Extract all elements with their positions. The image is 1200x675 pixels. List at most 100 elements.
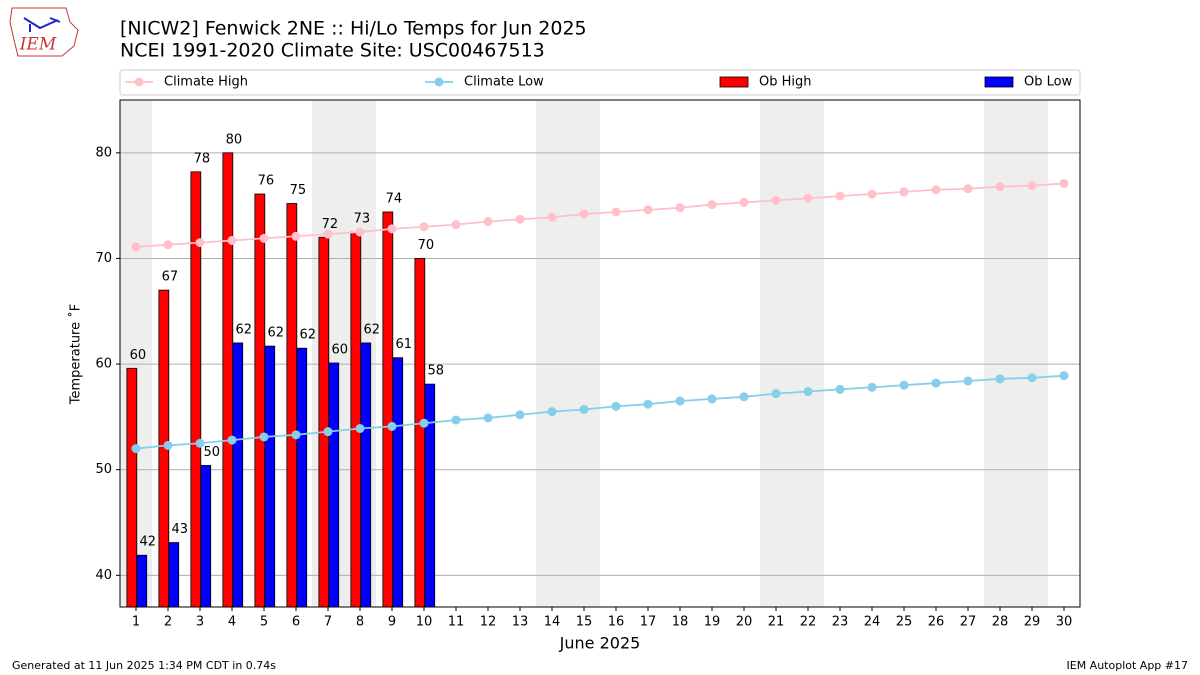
series-point [163, 240, 173, 250]
x-tick-label: 15 [576, 615, 593, 630]
value-label: 50 [203, 445, 220, 460]
legend-swatch-marker [434, 77, 444, 87]
series-point [1027, 181, 1037, 191]
plot-area: 60 67 78 80 76 75 72 73 74 70 42 43 50 62 62 62 60 62 61 58 [120, 100, 1080, 608]
series-point [227, 235, 237, 245]
value-label: 60 [130, 348, 147, 363]
x-tick-label: 30 [1056, 615, 1073, 630]
value-label: 72 [322, 217, 339, 232]
weekend-band [792, 100, 824, 607]
x-tick-label: 25 [896, 615, 913, 630]
value-label: 70 [418, 238, 435, 253]
x-tick-label: 8 [356, 615, 364, 630]
series-point [899, 187, 909, 197]
series-point [643, 399, 653, 409]
x-tick-label: 18 [672, 615, 689, 630]
series-point [163, 440, 173, 450]
series-point [995, 182, 1005, 192]
series-point [387, 224, 397, 234]
series-point [611, 401, 621, 411]
legend-label: Ob Low [1024, 75, 1073, 90]
series-point [259, 432, 269, 442]
series-point [355, 423, 365, 433]
logo-icon [23, 17, 61, 32]
series-point [963, 376, 973, 386]
series-point [579, 404, 589, 414]
bar [190, 171, 202, 608]
series-point [227, 435, 237, 445]
x-tick-label: 22 [800, 615, 817, 630]
weekend-band [760, 100, 792, 607]
bar [232, 342, 244, 608]
legend-swatch [984, 76, 1014, 88]
y-tick-label: 80 [95, 145, 112, 160]
legend-label: Climate High [164, 75, 248, 90]
value-label: 73 [354, 212, 371, 227]
x-tick-label: 12 [480, 615, 497, 630]
value-label: 60 [331, 343, 348, 358]
x-tick-label: 29 [1024, 615, 1041, 630]
y-axis-label: Temperature ˚F [68, 304, 84, 405]
series-point [195, 238, 205, 248]
series-point [579, 209, 589, 219]
y-tick-label: 60 [95, 357, 112, 372]
x-tick-label: 23 [832, 615, 849, 630]
series-point [323, 229, 333, 239]
weekend-band [568, 100, 600, 607]
x-tick-label: 19 [704, 615, 721, 630]
series-point [483, 216, 493, 226]
bar [168, 542, 180, 608]
series-point [547, 407, 557, 417]
series-point [803, 387, 813, 397]
series-point [291, 231, 301, 241]
bar [126, 367, 138, 608]
value-label: 42 [139, 535, 156, 550]
x-tick-label: 1 [132, 615, 140, 630]
bar [296, 347, 308, 608]
value-label: 67 [162, 270, 179, 285]
y-tick-label: 70 [95, 251, 112, 266]
series-point [931, 378, 941, 388]
series-point [515, 410, 525, 420]
weekend-band [536, 100, 568, 607]
x-tick-label: 13 [512, 615, 529, 630]
series-point [131, 242, 141, 252]
value-label: 78 [194, 151, 211, 166]
series-point [707, 394, 717, 404]
x-tick-label: 5 [260, 615, 268, 630]
series-point [771, 389, 781, 399]
x-tick-label: 2 [164, 615, 172, 630]
weekend-band [1016, 100, 1048, 607]
logo: IEM [9, 7, 79, 57]
x-tick-label: 14 [544, 615, 561, 630]
series-point [835, 191, 845, 201]
footer-right: IEM Autoplot App #17 [1067, 659, 1189, 672]
x-tick-label: 6 [292, 615, 300, 630]
bar [360, 342, 372, 608]
bar [222, 152, 234, 608]
y-tick-label: 50 [95, 462, 112, 477]
value-label: 74 [386, 191, 403, 206]
bar [414, 258, 426, 608]
x-tick-label: 16 [608, 615, 625, 630]
series-point [995, 374, 1005, 384]
series-point [1027, 373, 1037, 383]
chart-subtitle: NCEI 1991-2020 Climate Site: USC00467513 [120, 40, 545, 62]
series-point [867, 189, 877, 199]
bar [286, 203, 298, 608]
bar [328, 362, 340, 608]
value-label: 80 [226, 132, 243, 147]
series-line [135, 374, 1065, 450]
value-label: 76 [258, 174, 275, 189]
weekend-band [984, 100, 1016, 607]
value-label: 62 [235, 322, 252, 337]
series-point [707, 200, 717, 210]
series-line [135, 182, 1065, 248]
x-tick-label: 24 [864, 615, 881, 630]
series-point [355, 227, 365, 237]
x-tick-label: 7 [324, 615, 332, 630]
legend-box [119, 69, 1081, 96]
bar [382, 211, 394, 608]
x-tick-label: 28 [992, 615, 1009, 630]
bar [424, 383, 436, 608]
